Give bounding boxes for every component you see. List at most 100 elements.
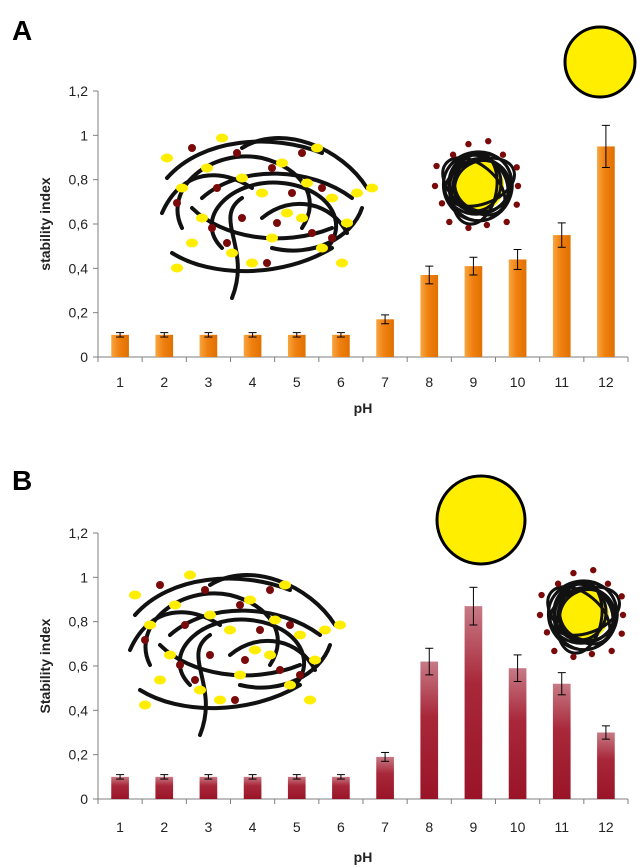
y-tick-label: 1: [80, 569, 88, 585]
x-tick-label: 5: [293, 819, 301, 835]
error-bar: [292, 774, 301, 780]
x-tick-label: 4: [249, 374, 257, 390]
x-axis-title: pH: [354, 849, 373, 865]
x-axis-title: pH: [354, 400, 373, 416]
error-bar: [425, 265, 434, 285]
x-tick-label: 6: [337, 374, 345, 390]
bar: [287, 776, 306, 799]
error-bar: [425, 647, 434, 676]
error-bar: [204, 332, 213, 338]
bar: [464, 606, 483, 799]
error-bar: [381, 751, 390, 762]
x-tick-label: 9: [470, 819, 478, 835]
error-bar: [557, 222, 566, 248]
bar: [111, 334, 129, 357]
y-tick-label: 0: [80, 349, 88, 365]
x-tick-label: 9: [470, 374, 478, 390]
error-bar: [204, 774, 213, 780]
y-tick-label: 0,4: [69, 702, 89, 718]
bar: [111, 776, 129, 799]
fiber-network-illustration: [128, 570, 346, 737]
panel-label: B: [12, 465, 32, 496]
bar: [464, 266, 483, 357]
error-bar: [557, 672, 566, 696]
panel-b: B00,20,40,60,811,21 2 3 4 5 6 7 8 9 10 11 12pHStabi…: [12, 465, 629, 865]
bar: [420, 661, 439, 799]
x-tick-label: 4: [249, 819, 257, 835]
bar: [597, 146, 615, 357]
x-tick-label: 2: [160, 819, 168, 835]
bar: [376, 756, 394, 799]
x-tick-label: 11: [554, 374, 569, 390]
y-tick-label: 0,8: [69, 614, 89, 630]
y-tick-label: 1,2: [69, 83, 89, 99]
y-tick-label: 0: [80, 791, 88, 807]
error-bar: [292, 332, 301, 338]
coated-particle-illustration: [431, 137, 522, 232]
error-bar: [469, 256, 478, 276]
error-bar: [336, 774, 345, 780]
x-tick-label: 12: [598, 374, 614, 390]
x-tick-label: 5: [293, 374, 301, 390]
bar: [508, 259, 527, 357]
y-tick-label: 0,6: [69, 658, 89, 674]
x-tick-label: 10: [510, 374, 526, 390]
error-bar: [469, 586, 478, 626]
error-bar: [160, 332, 169, 338]
sphere-illustration: [563, 25, 637, 99]
bar: [287, 334, 306, 357]
x-tick-label: 8: [425, 819, 433, 835]
error-bar: [381, 314, 390, 325]
bar: [243, 334, 262, 357]
bar: [199, 776, 218, 799]
x-tick-label: 10: [510, 819, 526, 835]
error-bar: [248, 332, 257, 338]
error-bar: [513, 654, 522, 683]
bar: [199, 334, 218, 357]
y-axis-title: stability index: [37, 177, 53, 271]
y-tick-label: 0,2: [69, 305, 89, 321]
fiber-network-illustration: [160, 133, 378, 300]
bar: [376, 319, 394, 357]
error-bar: [160, 774, 169, 780]
error-bar: [601, 124, 610, 168]
y-tick-label: 1,2: [69, 525, 89, 541]
x-tick-label: 3: [205, 819, 213, 835]
error-bar: [513, 248, 522, 270]
panel-label: A: [12, 15, 32, 46]
x-tick-label: 3: [205, 374, 213, 390]
bar: [597, 732, 615, 799]
error-bar: [336, 332, 345, 338]
bar: [332, 776, 350, 799]
sphere-illustration: [435, 474, 527, 566]
bar: [420, 274, 439, 357]
x-tick-label: 12: [598, 819, 614, 835]
x-tick-label: 11: [554, 819, 569, 835]
bar: [552, 235, 571, 357]
x-tick-label: 7: [381, 374, 389, 390]
bar: [155, 334, 174, 357]
panel-a: A00,20,40,60,811,21 2 3 4 5 6 7 8 9 10 11 12pHstabi…: [12, 15, 637, 416]
x-tick-label: 1: [116, 374, 124, 390]
x-tick-label: 2: [160, 374, 168, 390]
error-bar: [116, 332, 125, 338]
bar: [508, 668, 527, 799]
x-tick-label: 8: [425, 374, 433, 390]
error-bar: [116, 774, 125, 780]
y-tick-label: 1: [80, 127, 88, 143]
y-tick-label: 0,8: [69, 172, 89, 188]
x-tick-label: 7: [381, 819, 389, 835]
y-tick-label: 0,4: [69, 260, 89, 276]
bar: [552, 683, 571, 799]
y-tick-label: 0,6: [69, 216, 89, 232]
x-tick-label: 1: [116, 819, 124, 835]
y-tick-label: 0,2: [69, 747, 89, 763]
bar: [243, 776, 262, 799]
error-bar: [601, 725, 610, 740]
bar: [332, 334, 350, 357]
bar: [155, 776, 174, 799]
x-tick-label: 6: [337, 819, 345, 835]
y-axis-title: Stability index: [37, 618, 53, 713]
error-bar: [248, 774, 257, 780]
